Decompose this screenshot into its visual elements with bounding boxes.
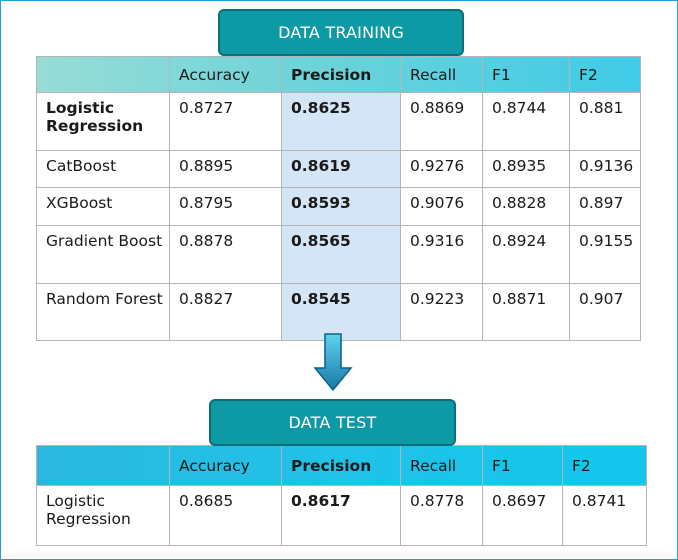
header-cell-f2: F2 [562, 445, 647, 486]
model-name-cell: Logistic Regression [36, 92, 170, 151]
model-name-cell: Random Forest [36, 283, 170, 341]
header-cell-f1: F1 [482, 56, 570, 93]
table-row: Logistic Regression 0.8685 0.8617 0.8778… [36, 485, 647, 546]
accuracy-cell: 0.8685 [169, 485, 282, 546]
recall-cell: 0.8778 [400, 485, 483, 546]
header-cell-precision: Precision [281, 56, 401, 93]
f1-cell: 0.8744 [482, 92, 570, 151]
header-cell-f1: F1 [482, 445, 563, 486]
recall-cell: 0.8869 [400, 92, 483, 151]
f2-cell: 0.907 [569, 283, 641, 341]
header-cell-accuracy: Accuracy [169, 56, 282, 93]
precision-cell: 0.8619 [281, 150, 401, 188]
precision-cell: 0.8593 [281, 187, 401, 226]
header-cell-precision: Precision [281, 445, 401, 486]
table-header-row: Accuracy Precision Recall F1 F2 [36, 445, 647, 486]
header-cell-recall: Recall [400, 445, 483, 486]
accuracy-cell: 0.8878 [169, 225, 282, 284]
model-name-cell: CatBoost [36, 150, 170, 188]
f1-cell: 0.8871 [482, 283, 570, 341]
f1-cell: 0.8828 [482, 187, 570, 226]
header-cell-recall: Recall [400, 56, 483, 93]
model-name-cell: XGBoost [36, 187, 170, 226]
header-cell-accuracy: Accuracy [169, 445, 282, 486]
f2-cell: 0.8741 [562, 485, 647, 546]
recall-cell: 0.9223 [400, 283, 483, 341]
f2-cell: 0.9155 [569, 225, 641, 284]
precision-cell: 0.8617 [281, 485, 401, 546]
table-header-row: Accuracy Precision Recall F1 F2 [36, 56, 641, 93]
f1-cell: 0.8924 [482, 225, 570, 284]
model-name-cell: Gradient Boost [36, 225, 170, 284]
table-row: CatBoost 0.8895 0.8619 0.9276 0.8935 0.9… [36, 150, 641, 188]
header-cell-model [36, 445, 170, 486]
model-name-cell: Logistic Regression [36, 485, 170, 546]
precision-cell: 0.8545 [281, 283, 401, 341]
f2-cell: 0.9136 [569, 150, 641, 188]
recall-cell: 0.9316 [400, 225, 483, 284]
recall-cell: 0.9076 [400, 187, 483, 226]
test-results-table: Accuracy Precision Recall F1 F2 Logistic… [36, 445, 647, 546]
accuracy-cell: 0.8895 [169, 150, 282, 188]
table-row: Logistic Regression 0.8727 0.8625 0.8869… [36, 92, 641, 151]
test-title-banner: DATA TEST [209, 399, 456, 446]
accuracy-cell: 0.8827 [169, 283, 282, 341]
precision-cell: 0.8625 [281, 92, 401, 151]
f2-cell: 0.881 [569, 92, 641, 151]
f2-cell: 0.897 [569, 187, 641, 226]
accuracy-cell: 0.8795 [169, 187, 282, 226]
f1-cell: 0.8697 [482, 485, 563, 546]
header-cell-model [36, 56, 170, 93]
training-results-table: Accuracy Precision Recall F1 F2 Logistic… [36, 56, 641, 341]
precision-cell: 0.8565 [281, 225, 401, 284]
table-row: Random Forest 0.8827 0.8545 0.9223 0.887… [36, 283, 641, 341]
table-row: XGBoost 0.8795 0.8593 0.9076 0.8828 0.89… [36, 187, 641, 226]
accuracy-cell: 0.8727 [169, 92, 282, 151]
table-row: Gradient Boost 0.8878 0.8565 0.9316 0.89… [36, 225, 641, 284]
down-arrow-icon [313, 333, 353, 392]
training-title-banner: DATA TRAINING [218, 9, 464, 56]
f1-cell: 0.8935 [482, 150, 570, 188]
recall-cell: 0.9276 [400, 150, 483, 188]
header-cell-f2: F2 [569, 56, 641, 93]
